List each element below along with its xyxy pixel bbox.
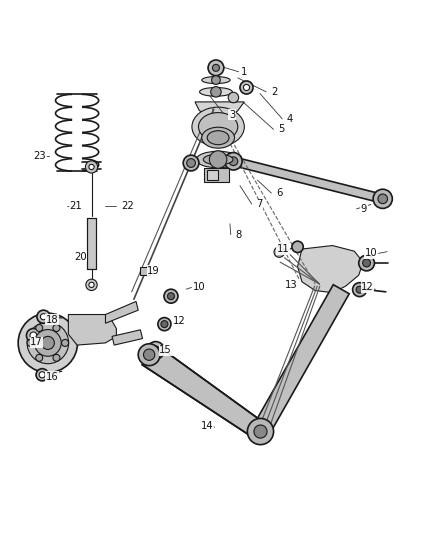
- Circle shape: [378, 194, 388, 204]
- Text: 12: 12: [361, 282, 374, 293]
- Ellipse shape: [202, 127, 234, 148]
- Circle shape: [27, 340, 34, 346]
- Circle shape: [211, 87, 221, 97]
- Circle shape: [363, 259, 371, 267]
- Polygon shape: [142, 345, 266, 439]
- Circle shape: [212, 64, 219, 71]
- Polygon shape: [87, 219, 96, 269]
- Polygon shape: [112, 330, 143, 345]
- Circle shape: [353, 282, 367, 297]
- Circle shape: [53, 325, 60, 332]
- Circle shape: [27, 322, 69, 364]
- Text: 17: 17: [30, 337, 43, 347]
- Circle shape: [254, 425, 267, 438]
- Ellipse shape: [196, 151, 240, 168]
- Circle shape: [209, 151, 227, 168]
- Text: 1: 1: [241, 67, 247, 77]
- Circle shape: [158, 318, 171, 330]
- Text: 2: 2: [271, 87, 277, 97]
- Circle shape: [89, 164, 94, 169]
- Text: 13: 13: [285, 280, 297, 290]
- Circle shape: [164, 289, 178, 303]
- Ellipse shape: [202, 77, 230, 84]
- Circle shape: [229, 157, 238, 166]
- Circle shape: [144, 349, 155, 360]
- Text: 11: 11: [277, 244, 290, 254]
- Text: 4: 4: [287, 114, 293, 124]
- Circle shape: [244, 84, 250, 91]
- Circle shape: [292, 241, 303, 253]
- Circle shape: [26, 328, 40, 343]
- Text: 12: 12: [173, 316, 185, 326]
- Text: 6: 6: [276, 188, 283, 198]
- Bar: [140, 268, 150, 275]
- Circle shape: [62, 340, 69, 346]
- Bar: [207, 171, 218, 180]
- Text: 16: 16: [46, 372, 59, 382]
- Circle shape: [30, 332, 37, 339]
- Text: 20: 20: [74, 252, 86, 262]
- Circle shape: [39, 372, 45, 378]
- Circle shape: [36, 325, 43, 332]
- Circle shape: [228, 92, 239, 103]
- Polygon shape: [68, 314, 117, 345]
- Text: 10: 10: [193, 282, 206, 293]
- Ellipse shape: [200, 87, 232, 96]
- Circle shape: [36, 369, 48, 381]
- Circle shape: [37, 310, 50, 323]
- Polygon shape: [232, 157, 384, 203]
- Circle shape: [240, 81, 253, 94]
- Circle shape: [53, 354, 60, 361]
- Circle shape: [183, 155, 199, 171]
- Text: 23: 23: [34, 151, 46, 161]
- Circle shape: [41, 336, 54, 350]
- Ellipse shape: [203, 154, 233, 165]
- Ellipse shape: [192, 107, 244, 147]
- Circle shape: [151, 346, 160, 354]
- Text: 15: 15: [159, 345, 172, 356]
- Circle shape: [89, 282, 94, 287]
- Text: 18: 18: [46, 315, 58, 325]
- Text: 21: 21: [69, 201, 82, 211]
- Circle shape: [274, 247, 285, 257]
- Text: 10: 10: [364, 248, 377, 259]
- Polygon shape: [252, 285, 349, 436]
- Bar: [204, 168, 230, 182]
- Polygon shape: [195, 102, 244, 116]
- Ellipse shape: [207, 131, 229, 144]
- Circle shape: [212, 76, 220, 84]
- Ellipse shape: [198, 112, 238, 141]
- Text: 22: 22: [121, 201, 134, 211]
- Circle shape: [225, 152, 242, 170]
- Circle shape: [18, 313, 78, 373]
- Text: 19: 19: [147, 266, 160, 276]
- Circle shape: [187, 159, 195, 167]
- Circle shape: [40, 313, 46, 320]
- Circle shape: [36, 354, 43, 361]
- Circle shape: [85, 161, 98, 173]
- Text: 8: 8: [236, 230, 242, 240]
- Circle shape: [138, 344, 160, 366]
- Text: 9: 9: [361, 204, 367, 214]
- Circle shape: [35, 329, 61, 356]
- Text: 5: 5: [278, 124, 285, 134]
- Circle shape: [147, 342, 164, 359]
- Circle shape: [167, 293, 174, 300]
- Polygon shape: [297, 246, 363, 293]
- Circle shape: [161, 321, 168, 328]
- Circle shape: [208, 60, 224, 76]
- Circle shape: [359, 255, 374, 271]
- Circle shape: [86, 279, 97, 290]
- Text: 14: 14: [201, 421, 213, 431]
- Text: 7: 7: [256, 199, 263, 209]
- Polygon shape: [106, 302, 138, 323]
- Circle shape: [356, 286, 363, 293]
- Text: 3: 3: [229, 110, 235, 119]
- Circle shape: [247, 418, 274, 445]
- Circle shape: [373, 189, 392, 208]
